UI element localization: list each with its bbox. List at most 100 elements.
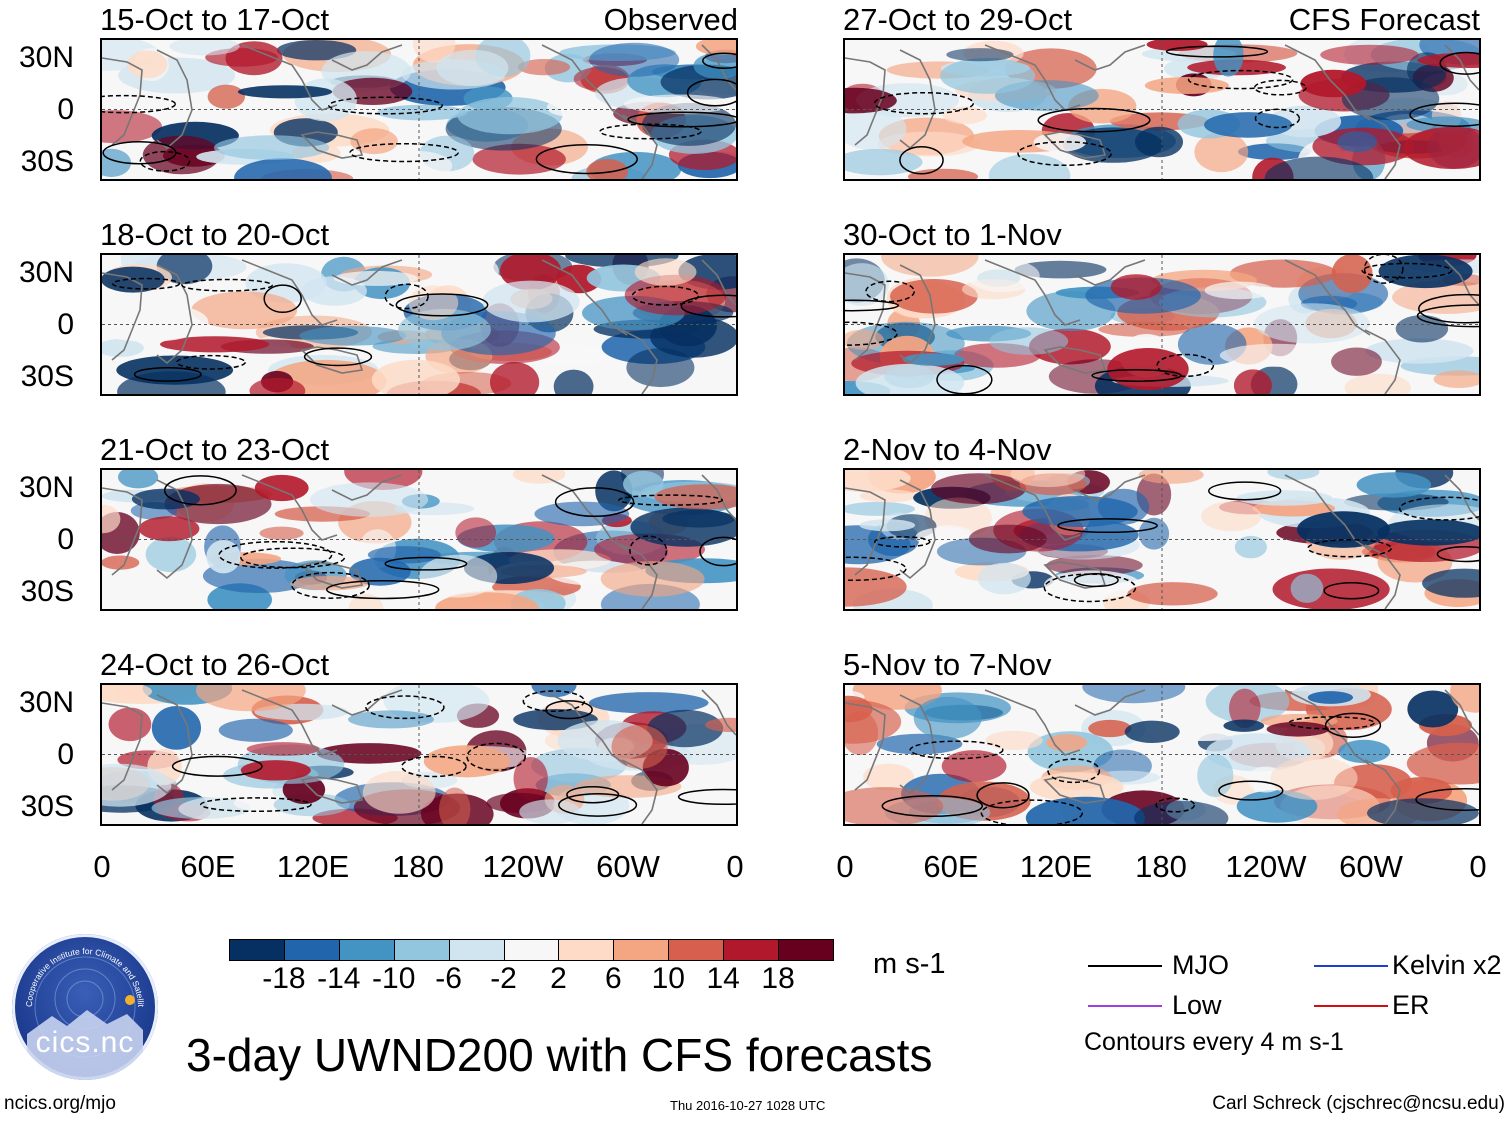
anomaly-shading [160,336,270,353]
panel-title-fc-1: 27-Oct to 29-Oct [843,2,1073,37]
legend-er-line [1314,1005,1388,1007]
anomaly-shading [482,280,580,323]
colorbar [229,939,834,962]
mjo-contour [1416,304,1479,328]
mjo-contour [1047,758,1101,784]
anomaly-shading [890,279,978,314]
anomaly-shading [371,359,460,394]
anomaly-shading [1046,734,1088,752]
anomaly-shading [1417,52,1479,68]
anomaly-shading [1356,472,1432,498]
mjo-contour [702,52,736,69]
map-panel-forecast-3 [843,468,1481,611]
coastline [102,702,143,791]
panel-title-obs-4: 24-Oct to 26-Oct [100,647,330,682]
coastline [1444,474,1479,521]
anomaly-shading [1236,490,1333,506]
anomaly-shading [913,696,982,740]
mjo-contour [680,294,736,318]
anomaly-shading [1138,470,1204,484]
mjo-contour [627,111,736,128]
panel-title-obs-2: 18-Oct to 20-Oct [100,217,330,252]
anomaly-shading [1390,777,1452,805]
mjo-contour [171,755,263,777]
anomaly-shading [977,562,1031,595]
anomaly-shading [1205,733,1311,772]
anomaly-shading [102,148,132,177]
anomaly-shading [348,710,434,729]
anomaly-shading [988,153,1071,179]
coastline [241,259,338,326]
anomaly-shading [647,709,724,748]
anomaly-shading [989,327,1069,355]
anomaly-shading [1331,255,1373,294]
x-tick-120w: 120W [482,849,564,884]
mjo-contour [1415,788,1479,811]
mjo-contour [218,540,333,569]
footer-author: Carl Schreck (cjschrec@ncsu.edu) [1212,1093,1505,1114]
coastline [1284,259,1371,336]
anomaly-shading [1138,517,1170,550]
colorbar-box [229,939,285,961]
panel-title-obs-1: 15-Oct to 17-Oct [100,2,330,37]
coastline [300,346,364,374]
mjo-contour [466,742,526,771]
anomaly-shading [586,159,629,179]
mjo-contour [699,536,736,567]
anomaly-shading [556,264,602,294]
coastline [845,487,886,576]
mjo-contour [365,695,445,720]
mjo-contour [1155,797,1196,813]
coastline [156,49,193,150]
anomaly-shading [1296,511,1390,548]
anomaly-shading [456,256,499,287]
colorbar-label: 18 [761,962,795,995]
anomaly-shading [1025,796,1146,824]
x-tick-0: 0 [836,849,854,884]
anomaly-shading [985,730,1043,750]
anomaly-shading [1127,582,1218,606]
mjo-contour [909,740,1004,760]
x-tick-60w: 60W [1339,849,1403,884]
anomaly-shading [367,546,441,564]
contour-note: Contours every 4 m s-1 [1084,1028,1344,1056]
anomaly-shading [1016,686,1071,727]
legend-low-line [1088,1005,1162,1007]
mjo-contour [881,794,984,818]
mjo-contour [1156,353,1215,378]
mjo-contour [240,547,346,569]
mjo-contour [1439,51,1479,75]
legend-mjo-label: MJO [1172,950,1229,980]
anomaly-shading [588,692,709,714]
anomaly-shading [207,84,245,109]
coastline [102,57,143,146]
x-tick-60e: 60E [923,849,979,884]
coastline [899,479,936,580]
coastline [984,474,1081,541]
anomaly-shading [333,270,418,286]
coastline [241,474,338,541]
coastline [1043,346,1107,374]
map-panel-observed-1 [100,38,738,181]
mjo-contour [874,536,931,548]
mjo-contour [1254,108,1301,129]
coastline [1444,259,1479,306]
anomaly-shading [249,377,306,394]
mjo-contour [325,579,440,600]
observed-label: Observed [603,2,738,37]
anomaly-shading [102,339,144,357]
mjo-contour [1165,45,1269,58]
y-tick-eq: 0 [57,308,74,341]
mjo-contour [1363,255,1404,284]
mjo-contour [349,142,459,163]
anomaly-shading [299,326,407,346]
mjo-contour [111,277,181,290]
y-tick-30s: 30S [20,790,74,823]
anomaly-shading [1029,772,1124,802]
coastline [102,272,143,361]
coastline [156,694,193,795]
colorbar-labels: -18 -14 -10 -6 -2 2 6 10 14 18 [229,962,833,998]
panel-title-obs-3: 21-Oct to 23-Oct [100,432,330,467]
x-tick-120e: 120E [1019,849,1093,884]
footer-url: ncics.org/mjo [4,1093,116,1114]
